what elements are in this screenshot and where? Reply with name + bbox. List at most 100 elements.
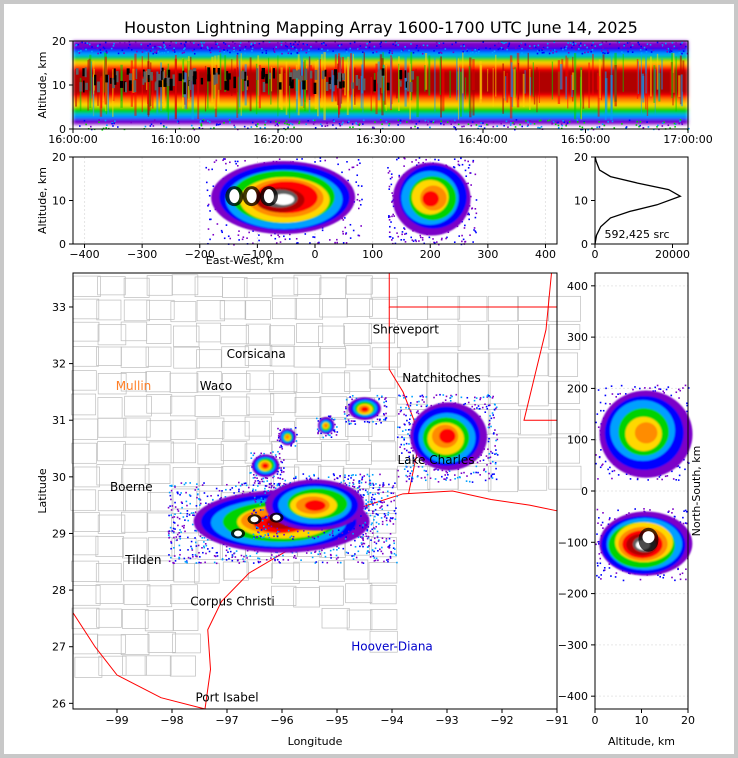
source-point bbox=[206, 495, 209, 498]
source-point bbox=[463, 227, 466, 229]
source-point bbox=[110, 47, 113, 50]
source-point bbox=[174, 528, 176, 530]
source-point bbox=[645, 46, 648, 49]
source-point bbox=[173, 530, 175, 533]
source-point bbox=[317, 535, 319, 538]
source-point bbox=[330, 417, 333, 420]
source-point bbox=[251, 490, 254, 492]
source-point bbox=[403, 448, 406, 450]
source-point bbox=[527, 124, 529, 126]
source-point bbox=[495, 449, 497, 451]
source-point bbox=[205, 181, 208, 184]
source-point bbox=[332, 119, 335, 122]
source-point bbox=[373, 560, 376, 562]
source-point bbox=[465, 45, 467, 48]
source-point bbox=[552, 52, 554, 54]
source-point bbox=[242, 490, 245, 493]
source-point bbox=[333, 120, 335, 123]
flash-streak bbox=[285, 61, 288, 115]
source-point bbox=[465, 175, 468, 178]
source-point bbox=[391, 52, 394, 55]
source-point bbox=[671, 512, 673, 514]
flash-streak bbox=[147, 70, 149, 104]
source-point bbox=[450, 123, 452, 125]
source-point bbox=[601, 464, 603, 467]
source-point bbox=[252, 488, 254, 491]
source-point bbox=[366, 506, 368, 509]
source-point bbox=[658, 388, 660, 390]
source-point bbox=[596, 508, 599, 511]
source-point bbox=[335, 554, 338, 557]
source-point bbox=[258, 42, 261, 45]
source-point bbox=[656, 384, 659, 387]
source-point bbox=[358, 486, 360, 489]
county-cell bbox=[245, 323, 271, 345]
source-point bbox=[377, 500, 380, 503]
source-point bbox=[267, 120, 270, 122]
source-point bbox=[260, 478, 263, 481]
core-flash bbox=[155, 81, 158, 90]
source-point bbox=[679, 578, 682, 581]
source-point bbox=[323, 42, 325, 44]
core-flash bbox=[256, 68, 259, 81]
source-point bbox=[97, 52, 99, 55]
source-point bbox=[426, 473, 429, 476]
source-point bbox=[365, 532, 367, 535]
source-point bbox=[319, 123, 322, 126]
source-point bbox=[435, 241, 438, 243]
source-point bbox=[521, 47, 523, 50]
source-point bbox=[403, 238, 405, 241]
flash-streak bbox=[219, 53, 222, 90]
county-cell bbox=[96, 608, 122, 628]
source-point bbox=[679, 120, 681, 123]
source-point bbox=[526, 125, 529, 127]
source-point bbox=[78, 44, 81, 47]
source-point bbox=[175, 42, 177, 44]
source-point bbox=[277, 435, 280, 437]
source-point bbox=[290, 444, 292, 446]
source-point bbox=[152, 52, 155, 55]
source-point bbox=[677, 465, 680, 467]
city-label: Lake Charles bbox=[398, 453, 475, 467]
source-point bbox=[513, 123, 515, 125]
source-point bbox=[255, 527, 258, 530]
source-point bbox=[168, 491, 171, 494]
source-point bbox=[324, 159, 327, 162]
county-cell bbox=[344, 370, 371, 392]
density-level bbox=[272, 193, 295, 205]
source-point bbox=[533, 123, 536, 125]
source-point bbox=[457, 160, 460, 163]
source-point bbox=[474, 48, 477, 51]
source-point bbox=[155, 52, 158, 55]
source-point bbox=[408, 421, 410, 424]
source-point bbox=[105, 50, 108, 53]
source-point bbox=[455, 393, 458, 396]
source-point bbox=[229, 488, 232, 491]
source-point bbox=[336, 241, 338, 244]
core-flash bbox=[272, 68, 276, 79]
source-point bbox=[154, 51, 156, 54]
source-point bbox=[196, 483, 198, 485]
source-point bbox=[623, 44, 625, 47]
source-point bbox=[344, 476, 346, 479]
source-point bbox=[254, 489, 257, 491]
source-point bbox=[370, 523, 373, 526]
flash-streak bbox=[385, 64, 387, 111]
source-point bbox=[620, 47, 623, 49]
source-point bbox=[492, 125, 495, 128]
source-point bbox=[366, 42, 368, 45]
source-point bbox=[557, 121, 559, 124]
county-cell bbox=[317, 560, 346, 582]
flash-streak bbox=[360, 75, 363, 109]
source-point bbox=[378, 419, 381, 422]
source-point bbox=[458, 235, 461, 237]
source-point bbox=[372, 555, 375, 557]
source-point bbox=[347, 552, 349, 554]
source-point bbox=[438, 42, 441, 45]
flash-streak bbox=[636, 59, 639, 99]
source-point bbox=[349, 42, 352, 45]
county-cell bbox=[121, 511, 148, 533]
core-flash bbox=[333, 69, 338, 76]
source-point bbox=[391, 200, 394, 202]
source-point bbox=[357, 184, 360, 187]
